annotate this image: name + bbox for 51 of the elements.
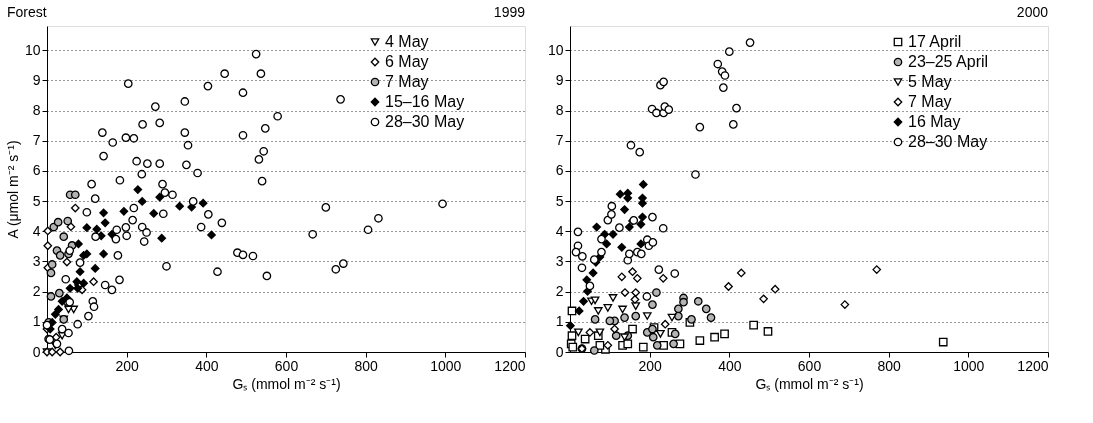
legend-label: 6 May — [385, 53, 429, 70]
x-tick-label: 1200 — [494, 357, 526, 374]
y-tick-label: 8 — [32, 102, 41, 119]
y-axis-title: A (μmol m⁻² s⁻¹) — [4, 140, 21, 239]
x-tick-label: 600 — [274, 357, 299, 374]
legend-label: 17 April — [908, 33, 962, 50]
legend-label: 28–30 May — [908, 133, 988, 150]
y-tick-label: 2 — [555, 283, 564, 300]
y-tick-label: 7 — [32, 132, 41, 149]
y-tick-label: 5 — [32, 192, 41, 209]
y-tick-label: 7 — [555, 132, 564, 149]
y-tick-label: 4 — [32, 222, 41, 239]
x-tick-label: 200 — [115, 357, 140, 374]
x-tick-label: 400 — [195, 357, 219, 374]
y-tick-label: 4 — [555, 222, 564, 239]
y-tick-label: 6 — [32, 162, 41, 179]
x-axis-title: Gₛ (mmol m⁻² s⁻¹) — [755, 375, 864, 392]
legend-label: 28–30 May — [385, 113, 465, 130]
y-tick-label: 9 — [32, 71, 41, 88]
legend-label: 15–16 May — [385, 93, 465, 110]
x-tick-label: 1000 — [953, 357, 985, 374]
text: Forest — [7, 4, 47, 20]
legend-label: 7 May — [385, 73, 429, 90]
legend-label: 16 May — [908, 113, 961, 130]
legend-label: 5 May — [908, 73, 952, 90]
x-tick-label: 1000 — [430, 357, 462, 374]
x-tick-label: 200 — [638, 357, 663, 374]
x-tick-label: 600 — [797, 357, 822, 374]
y-tick-label: 3 — [555, 252, 564, 269]
y-tick-label: 1 — [555, 313, 564, 330]
y-tick-label: 6 — [555, 162, 564, 179]
x-axis-title: Gₛ (mmol m⁻² s⁻¹) — [232, 375, 341, 392]
x-tick-label: 400 — [718, 357, 742, 374]
x-tick-label: 1200 — [1017, 357, 1049, 374]
chart-title: 1999 — [493, 4, 526, 20]
y-tick-label: 8 — [555, 102, 564, 119]
legend-label: 23–25 April — [908, 53, 989, 70]
y-tick-label: 10 — [547, 41, 564, 58]
y-tick-label: 3 — [32, 252, 41, 269]
x-tick-label: 800 — [877, 357, 902, 374]
y-tick-label: 9 — [555, 71, 564, 88]
legend-label: 7 May — [908, 93, 952, 110]
x-tick-label: 800 — [354, 357, 379, 374]
y-tick-label: 0 — [32, 343, 41, 360]
y-tick-label: 1 — [32, 313, 41, 330]
y-tick-label: 2 — [32, 283, 41, 300]
legend-label: 4 May — [385, 33, 429, 50]
y-tick-label: 10 — [24, 41, 41, 58]
y-tick-label: 5 — [555, 192, 564, 209]
chart-title: 2000 — [1016, 4, 1049, 20]
y-tick-label: 0 — [555, 343, 564, 360]
